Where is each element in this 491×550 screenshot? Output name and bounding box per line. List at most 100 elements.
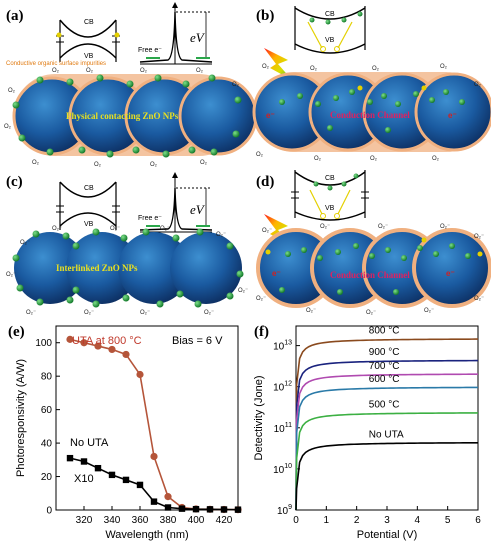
peak-diagram-c: Free e⁻ eV xyxy=(138,172,213,233)
o2-labels-c: O₂⁻ O₂⁻ O₂⁻ O₂⁻ O₂⁻ O₂⁻ O₂⁻ O₂⁻ O₂⁻ O₂⁻ … xyxy=(6,226,248,316)
surface-dots-d xyxy=(279,243,471,295)
chart-e-point xyxy=(220,506,228,513)
np-label-c: Interlinked ZnO NPs xyxy=(56,263,138,273)
cb-label-d: CB xyxy=(325,175,335,182)
chart-e-point xyxy=(136,370,144,379)
svg-text:O₂: O₂ xyxy=(370,156,378,162)
np-chain-d: e⁻ e⁻ Conduction Channel O₂⁻ O₂⁻ O₂⁻ O₂⁻… xyxy=(256,224,491,316)
chart-f-series-label: 700 °C xyxy=(369,361,400,372)
chart-f-series-line-4 xyxy=(295,412,479,511)
chart-f-xtick-label: 4 xyxy=(415,515,421,526)
chart-f-series-line-1 xyxy=(295,359,479,511)
chart-e-point xyxy=(122,350,130,359)
chart-e-point xyxy=(94,342,102,350)
band-diagram-a: CB VB xyxy=(56,19,120,62)
chart-f-series-line-5 xyxy=(295,441,479,511)
svg-text:O₂: O₂ xyxy=(474,82,482,88)
electron-b1: e⁻ xyxy=(266,111,275,120)
svg-text:O₂: O₂ xyxy=(432,156,440,162)
band-diagram-b: CB VB xyxy=(294,6,366,54)
chart-f-ytick-label: 1011 xyxy=(274,422,292,435)
chart-e-x10: X10 xyxy=(74,473,94,485)
svg-text:O₂⁻: O₂⁻ xyxy=(52,226,62,232)
chart-e-ytick-label: 60 xyxy=(41,405,53,416)
chart-e-xtick-label: 320 xyxy=(76,515,93,526)
surface-dots-c xyxy=(12,228,244,308)
chart-e-xtick-label: 360 xyxy=(132,515,149,526)
chart-e-ytick-label: 40 xyxy=(41,439,53,450)
svg-text:O₂: O₂ xyxy=(8,88,16,94)
svg-text:O₂: O₂ xyxy=(232,82,240,88)
np-chain-b: e⁻ e⁻ Conduction Channel O₂ O₂ O₂ O₂ O₂ … xyxy=(252,64,491,162)
electron-b2: e⁻ xyxy=(448,111,457,120)
free-e-label-a: Free e⁻ xyxy=(138,47,162,54)
chart-f-series-label: 800 °C xyxy=(369,326,400,337)
chart-f-ytick-label: 109 xyxy=(277,504,292,517)
chart-f-xtick-label: 3 xyxy=(384,515,390,526)
svg-text:O₂⁻: O₂⁻ xyxy=(84,310,94,316)
panel-a-label: (a) xyxy=(6,8,24,24)
chart-e-xtick-label: 400 xyxy=(188,515,205,526)
chart-f-xtick-label: 2 xyxy=(354,515,360,526)
cb-label-b: CB xyxy=(325,11,335,18)
chart-e-point xyxy=(108,471,116,479)
svg-text:O₂: O₂ xyxy=(32,160,40,166)
electron-d2: e⁻ xyxy=(446,269,455,278)
chart-e-point xyxy=(164,504,172,511)
svg-text:O₂⁻: O₂⁻ xyxy=(474,234,484,240)
np-chain-a: Physical contacting ZnO NPs O₂ O₂ O₂ O₂ … xyxy=(4,68,258,168)
chart-f: (f) 0 1 2 3 4 5 6 109 1010 1011 1012 1013 800 °C 900… xyxy=(253,324,481,541)
svg-text:O₂⁻: O₂⁻ xyxy=(26,310,36,316)
svg-text:O₂: O₂ xyxy=(140,68,148,74)
chart-e-legend-nouta: No UTA xyxy=(70,437,109,449)
svg-text:O₂⁻: O₂⁻ xyxy=(320,224,330,230)
chart-f-series-label: No UTA xyxy=(369,429,404,440)
chart-f-xtick-label: 5 xyxy=(445,515,451,526)
panel-b-label: (b) xyxy=(256,8,274,24)
band-diagram-c: CB VB xyxy=(56,181,120,230)
chart-f-series-label: 900 °C xyxy=(369,347,400,358)
svg-text:O₂: O₂ xyxy=(314,156,322,162)
svg-text:O₂: O₂ xyxy=(256,152,264,158)
chart-f-series-line-2 xyxy=(295,373,479,511)
vb-label-a: VB xyxy=(84,53,94,60)
channel-label-b: Conduction Channel xyxy=(330,110,410,120)
svg-text:O₂⁻: O₂⁻ xyxy=(262,228,272,234)
svg-text:O₂: O₂ xyxy=(200,160,208,166)
chart-e-point xyxy=(136,481,144,489)
chart-e-xlabel: Wavelength (nm) xyxy=(105,529,188,541)
chart-f-ytick-label: 1010 xyxy=(273,463,292,476)
chart-f-xlabel: Potential (V) xyxy=(357,529,418,541)
vb-label-c: VB xyxy=(84,221,94,228)
vb-label-d: VB xyxy=(325,205,335,212)
chart-e-frame xyxy=(55,325,239,511)
panel-f-label: (f) xyxy=(254,324,269,340)
svg-text:O₂⁻: O₂⁻ xyxy=(160,226,170,232)
np-chain-c: Interlinked ZnO NPs O₂⁻ O₂⁻ O₂⁻ O₂⁻ O₂⁻ … xyxy=(6,226,248,316)
svg-text:O₂: O₂ xyxy=(196,68,204,74)
ev-label-c: eV xyxy=(190,202,206,217)
chart-f-ytick-label: 1012 xyxy=(273,381,292,394)
svg-text:O₂: O₂ xyxy=(262,64,270,70)
ev-label-a: eV xyxy=(190,30,206,45)
band-diagram-d: CB VB xyxy=(291,170,369,221)
panel-d: (d) CB VB xyxy=(256,170,491,316)
panel-b: (b) CB VB xyxy=(252,6,491,162)
cb-label-c: CB xyxy=(84,185,94,192)
svg-text:O₂⁻: O₂⁻ xyxy=(366,310,376,316)
chart-e-series-line-0 xyxy=(69,338,239,511)
chart-e-point xyxy=(122,476,130,484)
o2-labels-b: O₂ O₂ O₂ O₂ O₂ O₂ O₂ O₂ O₂ xyxy=(256,64,482,162)
chart-e-point xyxy=(80,339,88,347)
chart-e-point xyxy=(150,452,158,461)
chart-f-series-line-0 xyxy=(295,338,479,511)
o2-labels-d: O₂⁻ O₂⁻ O₂⁻ O₂⁻ O₂⁻ O₂⁻ O₂⁻ O₂⁻ O₂⁻ O₂⁻ xyxy=(256,224,484,316)
svg-text:O₂: O₂ xyxy=(52,68,60,74)
chart-e-point xyxy=(192,505,200,513)
svg-text:O₂: O₂ xyxy=(372,66,380,72)
chart-f-xtick-label: 0 xyxy=(293,515,299,526)
panel-e-label: (e) xyxy=(8,324,25,340)
vb-label-b: VB xyxy=(325,37,335,44)
chart-e-point xyxy=(206,506,214,513)
